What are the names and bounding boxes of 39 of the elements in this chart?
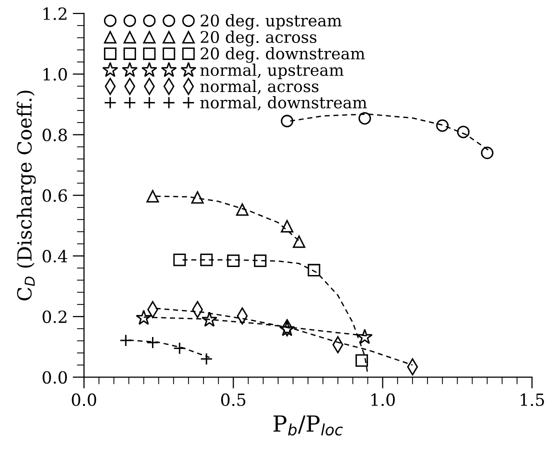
legend-label: normal, across <box>200 80 318 94</box>
y-tick-label: 0.4 <box>42 250 68 262</box>
point <box>356 328 373 344</box>
x-tick-label: 0.5 <box>221 393 246 406</box>
point <box>254 254 266 268</box>
legend-label: normal, upstream <box>200 64 344 80</box>
point <box>280 220 294 232</box>
point <box>457 126 470 138</box>
point <box>292 235 306 248</box>
point <box>279 320 296 336</box>
y-tick-label: 1.2 <box>44 7 66 20</box>
point <box>200 254 213 266</box>
point <box>136 310 152 325</box>
legend-label: 20 deg. downstream <box>200 47 365 63</box>
x-axis-title: P$_{b}$/P$_{loc}$ <box>274 415 343 436</box>
y-axis-title: C$_{D}$ (Discharge Coeff.) <box>16 90 36 300</box>
legend-label: normal, downstream <box>200 96 367 110</box>
legend-label: 20 deg. upstream <box>200 14 342 30</box>
x-tick-label: 1.5 <box>520 393 544 406</box>
y-tick-label: 0.8 <box>42 128 67 142</box>
y-tick-label: 0.2 <box>42 310 66 324</box>
point <box>436 119 449 132</box>
y-tick-label: 0.0 <box>42 371 67 384</box>
point <box>358 112 371 125</box>
legend-label: 20 deg. across <box>200 30 316 46</box>
point <box>191 191 204 204</box>
x-tick-label: 1.0 <box>371 393 395 406</box>
point <box>227 254 240 268</box>
y-tick-label: 0.6 <box>42 189 67 202</box>
y-tick-label: 1.0 <box>44 68 67 81</box>
point <box>173 254 186 266</box>
x-tick-label: 0.0 <box>72 393 96 406</box>
point <box>480 146 494 160</box>
point <box>146 190 159 202</box>
point <box>280 114 294 128</box>
point <box>236 203 249 216</box>
point <box>356 354 368 367</box>
point <box>201 312 218 327</box>
point <box>308 264 320 276</box>
